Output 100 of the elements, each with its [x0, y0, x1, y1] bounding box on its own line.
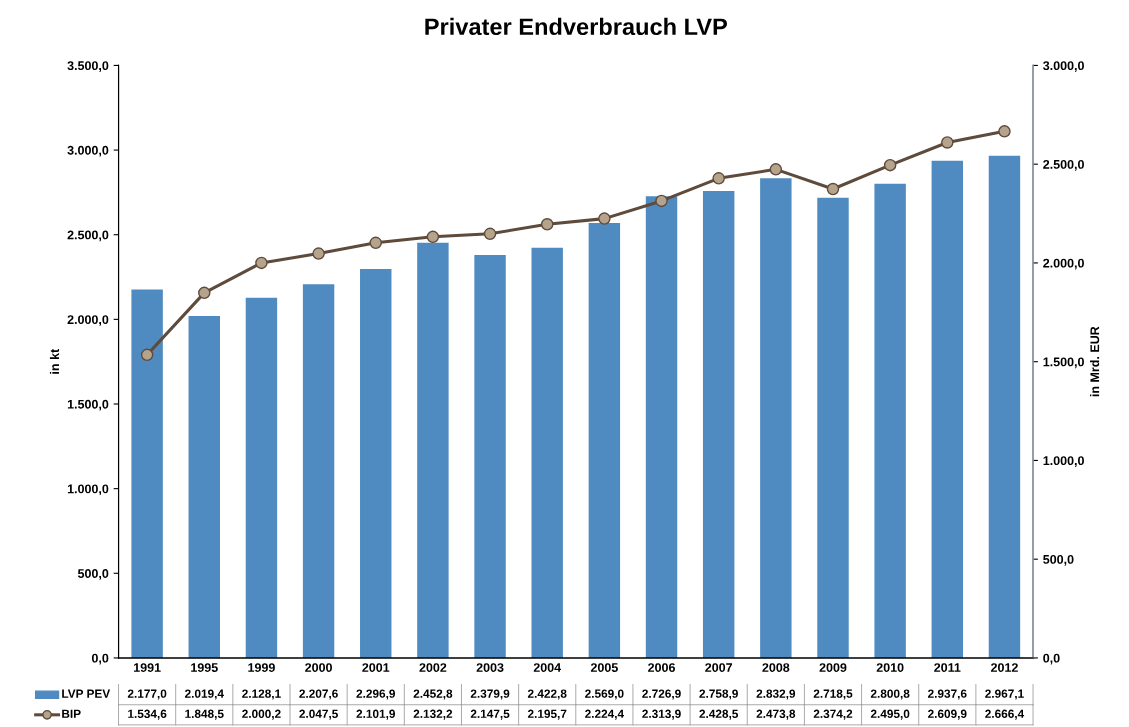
y-tick-label: 1.000,0 [67, 484, 109, 496]
data-label: 2.937,6 [928, 689, 967, 700]
data-label: 2.128,1 [242, 689, 281, 700]
y2-tick-label: 0,0 [1043, 653, 1060, 665]
x-tick-label: 2005 [590, 663, 618, 672]
data-label: 2.967,1 [985, 689, 1024, 700]
data-label: 2.569,0 [585, 689, 624, 700]
bar [988, 155, 1021, 658]
y2-axis-title: in Mrd. EUR [1090, 326, 1100, 397]
data-label: 2.832,9 [756, 689, 796, 700]
data-label: 2.195,7 [527, 709, 567, 720]
y2-tick-label: 2.000,0 [1043, 258, 1084, 270]
data-label: 2.422,8 [527, 689, 567, 700]
data-label: 2.452,8 [413, 689, 453, 700]
point [255, 256, 268, 270]
bar [531, 247, 563, 658]
x-tick-label: 1991 [134, 663, 161, 672]
data-label: 2.313,9 [642, 709, 681, 720]
point [198, 286, 211, 300]
point [140, 348, 154, 362]
y-tick-label: 2.000,0 [67, 315, 109, 326]
bar [131, 289, 163, 658]
x-tick-label: 2002 [419, 663, 447, 672]
bar [474, 255, 506, 658]
x-tick-label: 2006 [648, 663, 675, 672]
data-label: 2.296,9 [356, 689, 395, 700]
x-tick-label: 2001 [362, 663, 390, 672]
x-tick-label: 2009 [819, 663, 847, 672]
bar [417, 242, 449, 658]
point [483, 227, 497, 241]
data-label: 2.101,9 [356, 709, 395, 720]
y-axis-title: in kt [49, 348, 60, 374]
legend-label: LVP PEV [62, 689, 111, 698]
bar [874, 183, 906, 658]
y-tick-label: 0,0 [91, 653, 109, 665]
y2-tick-label: 500,0 [1043, 554, 1074, 566]
y-tick-label: 2.500,0 [67, 230, 109, 242]
data-label: 2.207,6 [299, 689, 338, 700]
data-label: 2.726,9 [642, 689, 681, 700]
bar [931, 160, 964, 658]
x-tick-label: 2011 [934, 663, 961, 672]
data-label: 2.800,8 [870, 689, 910, 700]
x-tick-label: 2004 [533, 663, 562, 672]
bar [245, 297, 278, 658]
y-tick-label: 500,0 [77, 569, 109, 580]
point [598, 212, 611, 225]
data-label: 2.666,4 [985, 709, 1025, 720]
data-label: 2.047,5 [299, 709, 338, 720]
bar [360, 269, 392, 658]
data-label: 1.848,5 [185, 709, 224, 720]
chart-title: Privater Endverbrauch LVP [425, 17, 727, 36]
x-tick-label: 2000 [305, 663, 332, 672]
legend-label: BIP [62, 709, 81, 718]
point [655, 194, 668, 208]
point [826, 182, 840, 196]
x-tick-label: 2012 [990, 663, 1018, 672]
data-label: 2.147,5 [470, 709, 510, 720]
x-tick-label: 2007 [705, 663, 733, 672]
y2-tick-label: 1.000,0 [1043, 456, 1084, 467]
x-tick-label: 2008 [762, 663, 790, 672]
x-tick-label: 1999 [248, 663, 275, 672]
bar [588, 223, 621, 658]
data-label: 2.177,0 [127, 689, 167, 700]
x-tick-label: 2010 [876, 663, 904, 672]
bar [302, 284, 335, 658]
data-label: 1.534,6 [128, 709, 167, 720]
y-tick-label: 3.000,0 [67, 145, 109, 157]
bar [702, 190, 735, 658]
point [369, 236, 382, 250]
point [769, 163, 783, 176]
data-label: 2.609,9 [928, 709, 967, 720]
y2-tick-label: 1.500,0 [1043, 357, 1084, 369]
data-label: 2.374,2 [813, 709, 853, 720]
x-tick-label: 2003 [476, 663, 504, 672]
y-tick-label: 3.500,0 [67, 61, 109, 72]
data-label: 2.473,8 [756, 709, 796, 720]
y2-tick-label: 2.500,0 [1043, 159, 1084, 171]
point [998, 125, 1011, 138]
y2-tick-label: 3.000,0 [1043, 61, 1084, 72]
y-tick-label: 1.500,0 [67, 399, 109, 411]
data-label: 2.718,5 [813, 689, 853, 700]
data-label: 2.379,9 [470, 689, 510, 700]
data-label: 2.758,9 [699, 689, 738, 700]
bar [645, 196, 678, 658]
data-label: 2.428,5 [699, 709, 739, 720]
point [712, 172, 725, 185]
x-tick-label: 1995 [191, 663, 218, 672]
bar [188, 316, 220, 658]
data-label: 2.000,2 [242, 709, 281, 720]
point [883, 158, 897, 172]
data-label: 2.019,4 [185, 689, 224, 700]
point [941, 136, 954, 149]
bar [760, 178, 792, 658]
point [426, 230, 440, 244]
point [540, 218, 554, 231]
point [312, 247, 325, 260]
bar [817, 197, 849, 658]
data-label: 2.495,0 [870, 709, 910, 720]
data-label: 2.224,4 [585, 709, 624, 720]
data-label: 2.132,2 [413, 709, 453, 720]
